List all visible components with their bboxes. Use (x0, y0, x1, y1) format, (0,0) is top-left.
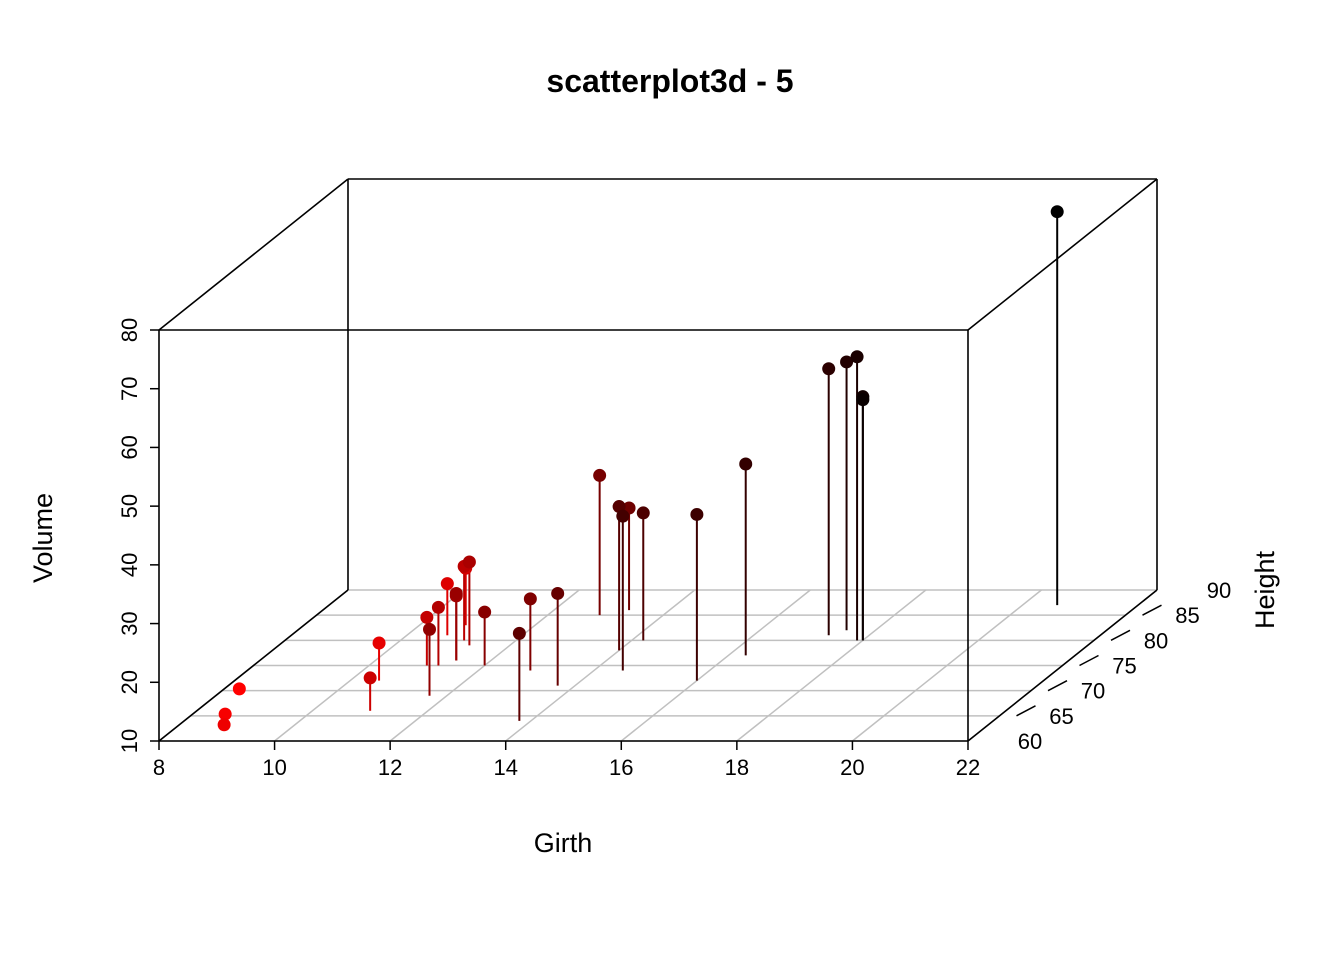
data-point (420, 610, 434, 624)
box-edge (967, 589, 1158, 742)
data-point (856, 393, 870, 407)
data-point (478, 605, 492, 619)
y-tick-label: 75 (1112, 654, 1136, 679)
y-tick-label: 80 (1144, 628, 1168, 653)
data-point (232, 682, 246, 696)
axis-ticks (150, 329, 1162, 750)
x-tick-label: 18 (725, 755, 749, 780)
data-point (850, 350, 864, 364)
x-tick-label: 8 (153, 755, 165, 780)
data-point (372, 636, 386, 650)
data-point (739, 457, 753, 471)
data-point (449, 587, 463, 601)
y-tick-label: 65 (1049, 704, 1073, 729)
chart-title: scatterplot3d - 5 (546, 63, 793, 99)
data-point (423, 622, 437, 636)
plot-box (158, 178, 1158, 742)
y-tick (1016, 705, 1036, 717)
point-stems (223, 211, 1059, 726)
x-tick-label: 20 (840, 755, 864, 780)
x-axis-label: Girth (534, 828, 593, 858)
z-tick-label: 70 (117, 376, 142, 400)
y-tick-label: 70 (1081, 679, 1105, 704)
box-edge (967, 178, 1158, 331)
data-point (363, 671, 377, 685)
data-point (822, 362, 836, 376)
y-tick (1142, 604, 1162, 616)
x-tick-label: 22 (956, 755, 980, 780)
y-tick (1110, 629, 1131, 641)
data-point (840, 355, 854, 369)
z-tick-label: 10 (117, 729, 142, 753)
x-tick-label: 16 (609, 755, 633, 780)
data-point (512, 626, 526, 640)
x-tick-label: 14 (493, 755, 517, 780)
z-tick-label: 40 (117, 553, 142, 577)
box-edge (158, 589, 349, 742)
z-tick-label: 20 (117, 670, 142, 694)
floor-grid (158, 589, 1158, 742)
z-axis-label: Volume (28, 493, 58, 583)
data-point (431, 600, 445, 614)
z-tick-label: 80 (117, 318, 142, 342)
data-point (636, 506, 650, 520)
data-point (217, 718, 231, 732)
y-tick-label: 90 (1207, 578, 1231, 603)
y-axis-label: Height (1250, 550, 1280, 629)
y-tick (1047, 680, 1068, 692)
data-point (1050, 205, 1064, 219)
z-tick-label: 60 (117, 435, 142, 459)
data-point (462, 555, 476, 569)
y-tick (1079, 654, 1099, 667)
tick-labels: 8 10 12 14 16 18 20 22 10 20 30 40 50 60 70 80 60 65 70 75 8… (117, 318, 1231, 780)
data-point (616, 509, 630, 523)
data-point (593, 468, 607, 482)
data-point (523, 592, 537, 606)
y-tick-label: 85 (1175, 603, 1199, 628)
x-tick-label: 12 (378, 755, 402, 780)
data-point (690, 507, 704, 521)
data-point (551, 586, 565, 600)
box-edge (158, 178, 349, 331)
z-tick-label: 30 (117, 611, 142, 635)
x-tick-label: 10 (262, 755, 286, 780)
data-point (218, 707, 232, 721)
data-points (217, 205, 1064, 732)
data-point (440, 577, 454, 591)
z-tick-label: 50 (117, 494, 142, 518)
y-tick-label: 60 (1018, 729, 1042, 754)
